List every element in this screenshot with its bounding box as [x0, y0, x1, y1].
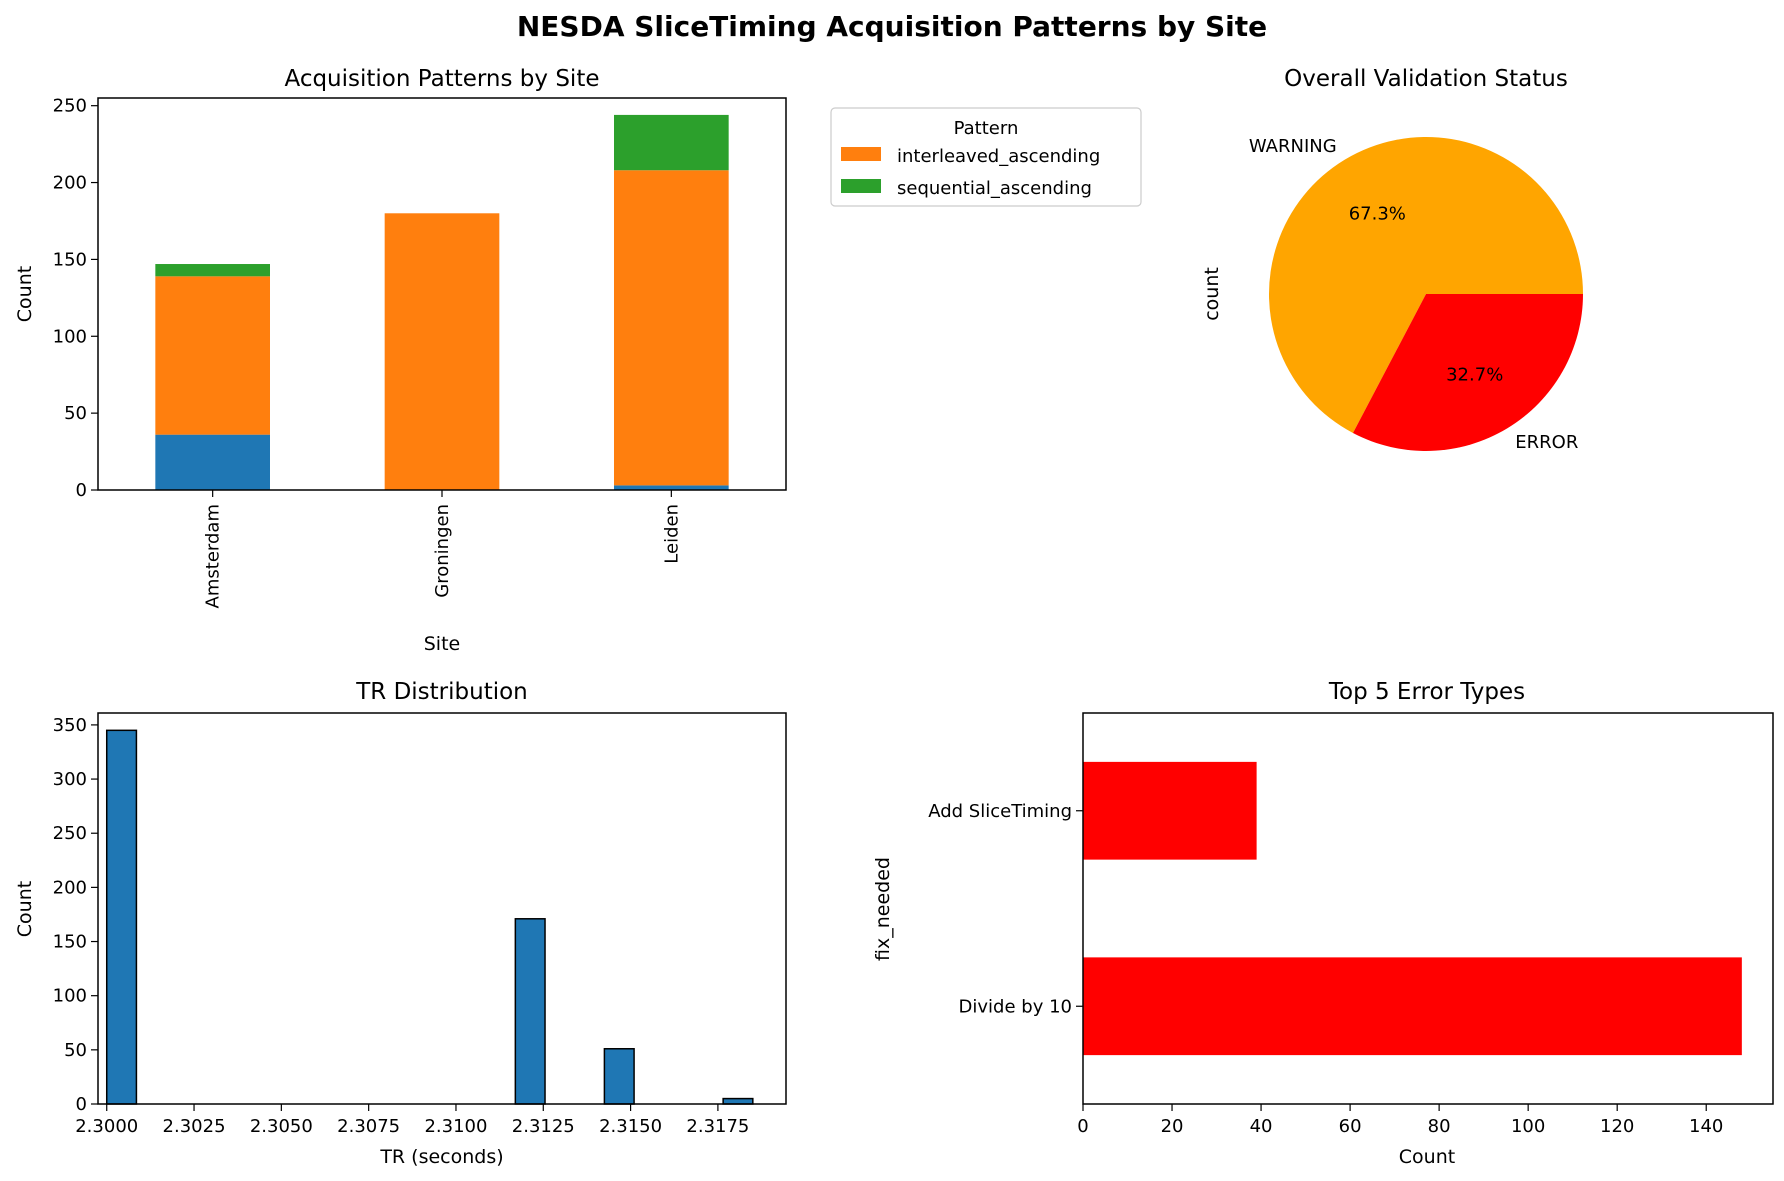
- panel1-xlabel: Site: [424, 633, 460, 655]
- legend-label-interleaved: interleaved_ascending: [897, 146, 1100, 167]
- ytick-label-350: 350: [53, 715, 87, 736]
- xtick-label-amsterdam: Amsterdam: [203, 504, 224, 608]
- panel3-xlabel: TR (seconds): [379, 1146, 503, 1168]
- xtick-label-groningen: Groningen: [432, 504, 453, 598]
- hist-bar-0: [105, 729, 138, 1105]
- pie-pct-warning: 67.3%: [1349, 203, 1406, 224]
- bar-groningen-series-1: [384, 213, 500, 490]
- hbar-add-slicetiming: [1083, 761, 1257, 860]
- pie-slice-warning: [1269, 136, 1583, 433]
- panel-validation-status: Overall Validation Status WARNING 67.3% ER…: [1201, 66, 1583, 453]
- panel4-xticks: 0 20 40 60 80 100 120 140: [1077, 1104, 1723, 1137]
- panel1-bars: [155, 114, 729, 490]
- bar-amsterdam-series-1: [155, 276, 270, 435]
- xtick-label-80: 80: [1428, 1116, 1451, 1137]
- xtick-label-120: 120: [1600, 1116, 1634, 1137]
- panel1-xticks: Amsterdam Groningen Leiden: [203, 490, 682, 608]
- ytick-label-200: 200: [53, 173, 87, 194]
- bar-leiden-series-1: [614, 170, 729, 486]
- xtick-label-2-3000: 2.3000: [75, 1116, 138, 1137]
- ytick-label-250: 250: [53, 823, 87, 844]
- xtick-label-100: 100: [1511, 1116, 1545, 1137]
- panel3-yticks: 0 50 100 150 200 250 300 350: [53, 715, 98, 1115]
- panel-top-error-types: Top 5 Error Types Divide by 10 Add SliceT…: [872, 679, 1774, 1168]
- bar-amsterdam-series-2: [155, 264, 270, 277]
- ytick-label-100: 100: [53, 986, 87, 1007]
- panel4-frame: [1082, 712, 1774, 1105]
- pie-label-error: ERROR: [1515, 432, 1578, 453]
- xtick-label-2-3025: 2.3025: [163, 1116, 226, 1137]
- ytick-label-150: 150: [53, 932, 87, 953]
- ytick-label-divide-by-10: Divide by 10: [959, 996, 1072, 1017]
- panel1-frame: [97, 97, 787, 491]
- xtick-label-0: 0: [1077, 1116, 1088, 1137]
- panel3-title: TR Distribution: [355, 679, 528, 705]
- ytick-label-add-slicetiming: Add SliceTiming: [928, 801, 1072, 822]
- panel1-yticks: 0 50 100 150 200 250: [53, 96, 98, 501]
- panel4-yticks: Divide by 10 Add SliceTiming: [928, 801, 1083, 1017]
- ytick-label-0: 0: [76, 1094, 87, 1115]
- xtick-label-2-3075: 2.3075: [337, 1116, 400, 1137]
- xtick-label-leiden: Leiden: [661, 504, 682, 564]
- panel1-legend: Pattern interleaved_ascending sequential…: [830, 107, 1142, 207]
- bar-leiden-series-2: [614, 114, 729, 171]
- ytick-label-150: 150: [53, 249, 87, 270]
- xtick-label-2-3050: 2.3050: [250, 1116, 313, 1137]
- hist-bar-3: [722, 1097, 754, 1105]
- hist-bar-2: [603, 1048, 635, 1105]
- legend-title: Pattern: [954, 118, 1019, 139]
- panel-tr-distribution: TR Distribution 0 50 100 150 200 250 300 350 2.…: [14, 679, 787, 1168]
- panel4-ylabel: fix_needed: [872, 857, 894, 961]
- panel-acquisition-patterns: Acquisition Patterns by Site 0 50 100 150 20…: [14, 66, 1142, 655]
- panel3-frame: [97, 712, 787, 1105]
- legend-frame: [830, 107, 1142, 207]
- panel3-bars: [105, 729, 754, 1105]
- panel4-bars: [1083, 761, 1742, 1056]
- ytick-label-50: 50: [64, 403, 87, 424]
- bar-amsterdam-series-0: [155, 434, 270, 490]
- panel1-title: Acquisition Patterns by Site: [284, 66, 599, 92]
- xtick-label-140: 140: [1689, 1116, 1723, 1137]
- ytick-label-300: 300: [53, 769, 87, 790]
- pie-pct-error: 32.7%: [1446, 365, 1503, 386]
- bar-leiden-series-0: [614, 485, 729, 490]
- xtick-label-2-3100: 2.3100: [424, 1116, 487, 1137]
- pie-label-warning: WARNING: [1249, 136, 1337, 157]
- panel3-xticks: 2.3000 2.3025 2.3050 2.3075 2.3100 2.3125 2.31…: [75, 1104, 749, 1137]
- ytick-label-50: 50: [64, 1040, 87, 1061]
- legend-swatch-interleaved: [841, 147, 881, 161]
- panel1-ylabel: Count: [14, 266, 36, 322]
- figure-title: NESDA SliceTiming Acquisition Patterns b…: [517, 10, 1267, 43]
- legend-swatch-sequential: [841, 179, 881, 193]
- hbar-divide-by-10: [1083, 957, 1742, 1056]
- legend-label-sequential: sequential_ascending: [897, 178, 1092, 199]
- ytick-label-200: 200: [53, 877, 87, 898]
- xtick-label-40: 40: [1250, 1116, 1273, 1137]
- xtick-label-2-3125: 2.3125: [512, 1116, 575, 1137]
- xtick-label-2-3175: 2.3175: [686, 1116, 749, 1137]
- ytick-label-100: 100: [53, 326, 87, 347]
- panel4-xlabel: Count: [1399, 1146, 1455, 1168]
- panel3-ylabel: Count: [14, 881, 36, 937]
- panel2-slices: WARNING 67.3% ERROR 32.7%: [1249, 136, 1583, 453]
- pie-slice-error: [1352, 294, 1583, 451]
- xtick-label-60: 60: [1339, 1116, 1362, 1137]
- panel2-title: Overall Validation Status: [1284, 66, 1568, 92]
- hist-bar-1: [514, 918, 546, 1105]
- xtick-label-2-3150: 2.3150: [599, 1116, 662, 1137]
- xtick-label-20: 20: [1161, 1116, 1184, 1137]
- panel4-title: Top 5 Error Types: [1328, 679, 1525, 705]
- ytick-label-250: 250: [53, 96, 87, 117]
- ytick-label-0: 0: [76, 480, 87, 501]
- panel2-ylabel: count: [1201, 267, 1223, 321]
